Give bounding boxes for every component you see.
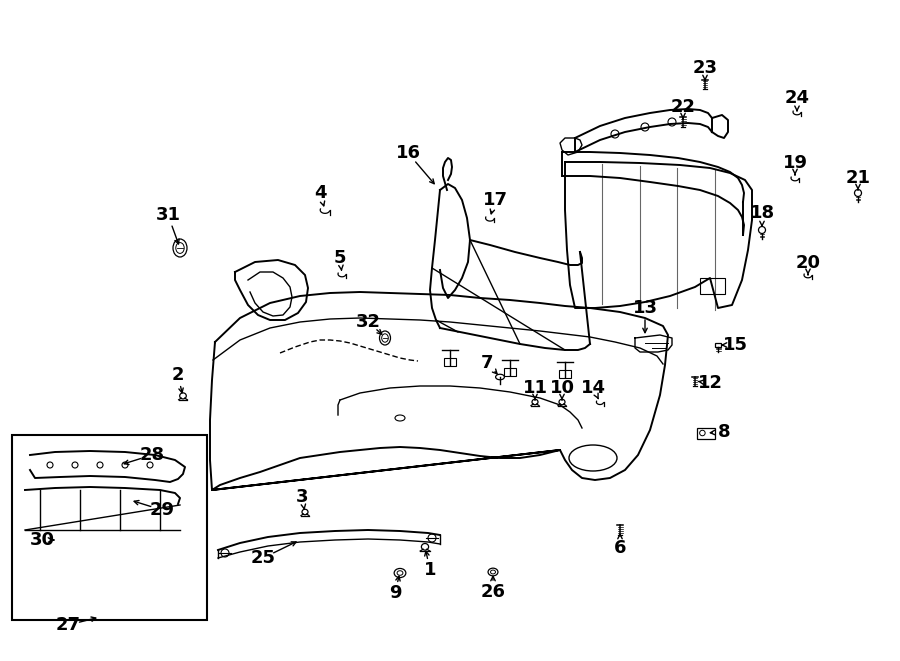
Text: 6: 6 — [614, 539, 626, 557]
Text: 3: 3 — [296, 488, 308, 506]
Text: 2: 2 — [172, 366, 184, 384]
Text: 32: 32 — [356, 313, 381, 331]
Text: 10: 10 — [550, 379, 574, 397]
Text: 22: 22 — [670, 98, 696, 116]
Bar — [715, 343, 721, 347]
Text: 5: 5 — [334, 249, 346, 267]
Text: 26: 26 — [481, 583, 506, 601]
Text: 1: 1 — [424, 561, 436, 579]
Text: 4: 4 — [314, 184, 326, 202]
Text: 31: 31 — [156, 206, 181, 224]
Text: 11: 11 — [523, 379, 547, 397]
Text: 9: 9 — [389, 584, 401, 602]
Bar — [504, 368, 516, 376]
Text: 16: 16 — [395, 144, 420, 162]
Text: 20: 20 — [796, 254, 821, 272]
Text: 28: 28 — [140, 446, 165, 464]
Text: 24: 24 — [785, 89, 809, 107]
Text: 30: 30 — [30, 531, 55, 549]
Bar — [12, 435, 207, 620]
Text: 18: 18 — [750, 204, 775, 222]
Text: 15: 15 — [723, 336, 748, 354]
Bar — [700, 278, 725, 294]
Text: 7: 7 — [481, 354, 493, 372]
Text: 29: 29 — [149, 501, 175, 519]
Bar — [444, 358, 456, 366]
Bar — [697, 428, 715, 438]
Text: 8: 8 — [717, 423, 730, 441]
Bar — [559, 370, 571, 378]
Text: 25: 25 — [250, 549, 275, 567]
Text: 21: 21 — [845, 169, 870, 187]
Text: 14: 14 — [580, 379, 606, 397]
Text: 23: 23 — [692, 59, 717, 77]
Text: 12: 12 — [698, 374, 723, 392]
Text: 13: 13 — [633, 299, 658, 317]
Text: 27: 27 — [56, 616, 80, 634]
Text: 17: 17 — [482, 191, 508, 209]
Text: 19: 19 — [782, 154, 807, 172]
